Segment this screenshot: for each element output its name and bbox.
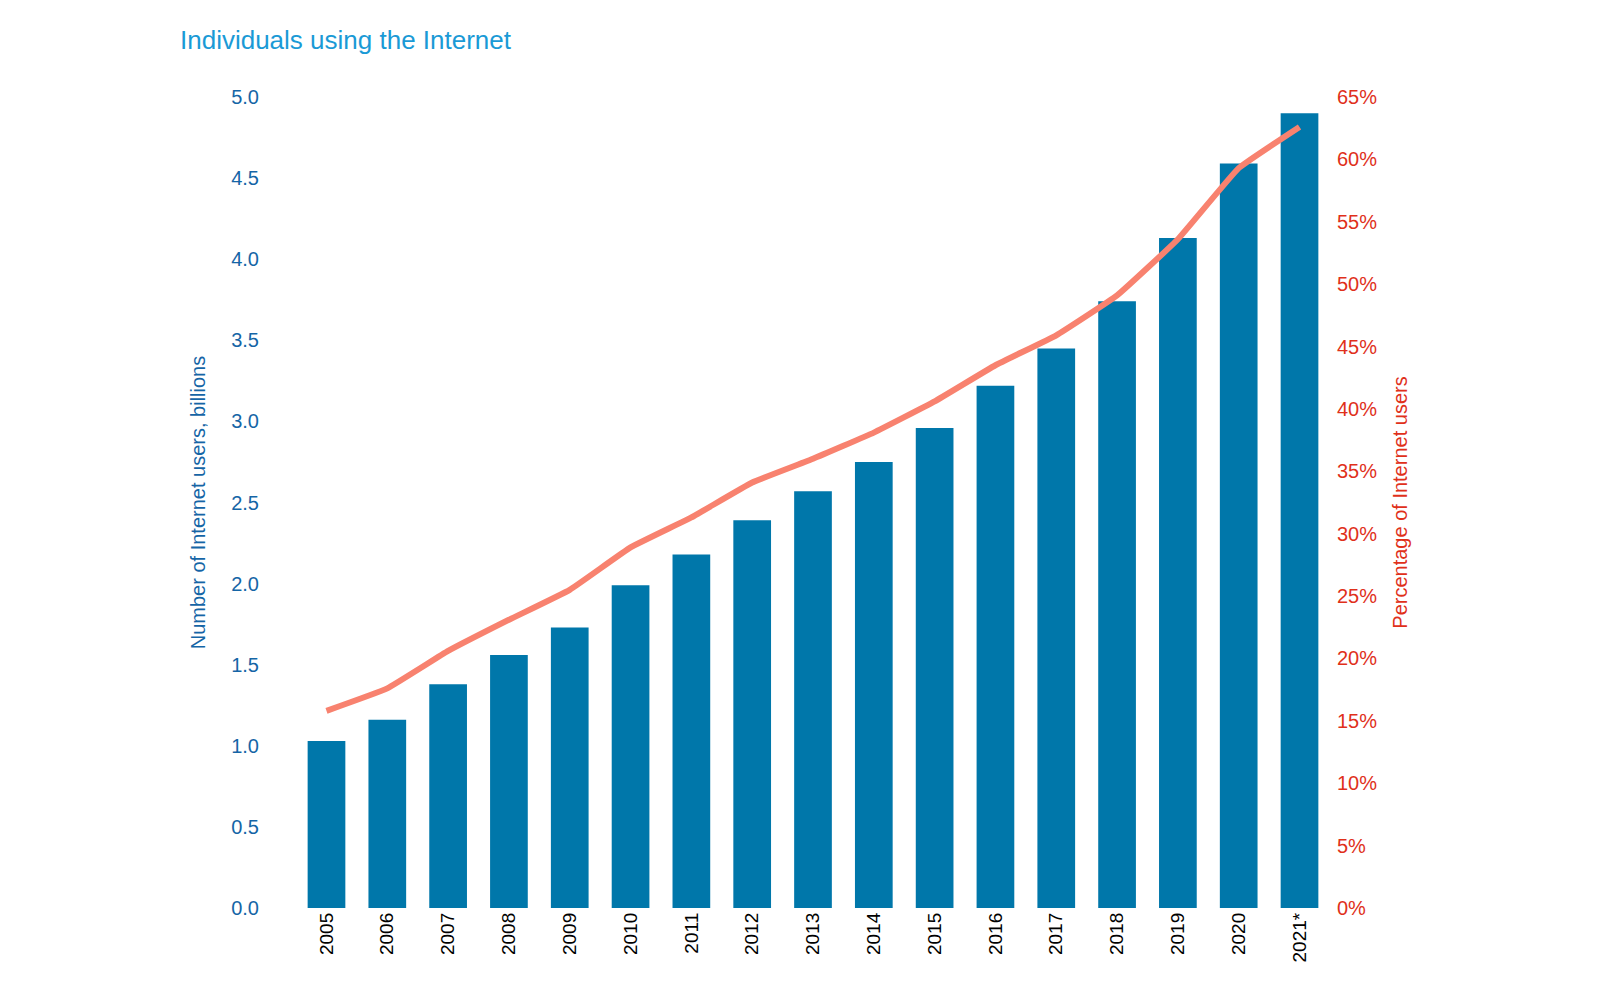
svg-text:0.5: 0.5: [231, 816, 259, 838]
svg-text:35%: 35%: [1337, 460, 1377, 482]
svg-text:1.5: 1.5: [231, 654, 259, 676]
svg-text:65%: 65%: [1337, 86, 1377, 108]
svg-text:3.5: 3.5: [231, 329, 259, 351]
svg-text:Percentage of Internet users: Percentage of Internet users: [1389, 376, 1411, 628]
svg-text:3.0: 3.0: [231, 410, 259, 432]
svg-text:0.0: 0.0: [231, 897, 259, 919]
svg-text:2017: 2017: [1045, 913, 1066, 955]
svg-text:5%: 5%: [1337, 835, 1366, 857]
svg-text:2013: 2013: [802, 913, 823, 955]
svg-text:30%: 30%: [1337, 523, 1377, 545]
svg-text:5.0: 5.0: [231, 86, 259, 108]
svg-text:10%: 10%: [1337, 772, 1377, 794]
svg-text:40%: 40%: [1337, 398, 1377, 420]
svg-text:2009: 2009: [559, 913, 580, 955]
svg-text:2012: 2012: [741, 913, 762, 955]
svg-text:2018: 2018: [1106, 913, 1127, 955]
svg-text:2019: 2019: [1167, 913, 1188, 955]
svg-text:1.0: 1.0: [231, 735, 259, 757]
svg-text:20%: 20%: [1337, 647, 1377, 669]
svg-text:Number of Internet users, bill: Number of Internet users, billions: [187, 356, 209, 649]
svg-text:4.5: 4.5: [231, 167, 259, 189]
svg-text:45%: 45%: [1337, 336, 1377, 358]
svg-text:2014: 2014: [863, 912, 884, 955]
svg-text:Individuals using the Internet: Individuals using the Internet: [180, 25, 512, 55]
svg-text:2006: 2006: [376, 913, 397, 955]
svg-text:2021*: 2021*: [1289, 912, 1310, 962]
svg-text:60%: 60%: [1337, 148, 1377, 170]
svg-text:2.5: 2.5: [231, 492, 259, 514]
svg-text:50%: 50%: [1337, 273, 1377, 295]
svg-text:2015: 2015: [924, 913, 945, 955]
svg-text:4.0: 4.0: [231, 248, 259, 270]
svg-text:2008: 2008: [498, 913, 519, 955]
svg-text:15%: 15%: [1337, 710, 1377, 732]
svg-text:0%: 0%: [1337, 897, 1366, 919]
svg-text:2007: 2007: [437, 913, 458, 955]
svg-text:2010: 2010: [620, 913, 641, 955]
svg-text:2016: 2016: [985, 913, 1006, 955]
svg-text:55%: 55%: [1337, 211, 1377, 233]
svg-text:25%: 25%: [1337, 585, 1377, 607]
svg-text:2.0: 2.0: [231, 573, 259, 595]
svg-text:2020: 2020: [1228, 913, 1249, 955]
svg-text:2011: 2011: [681, 913, 702, 954]
svg-text:2005: 2005: [316, 913, 337, 955]
